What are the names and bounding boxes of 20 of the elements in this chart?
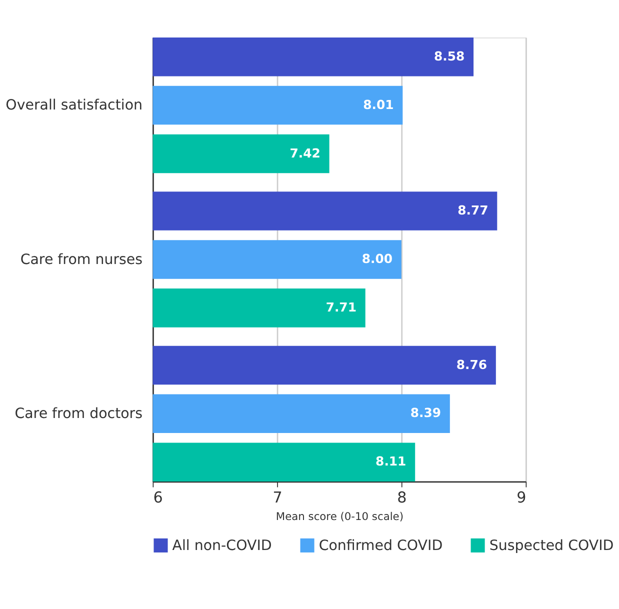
text: 8.76 [456, 356, 488, 372]
legend-label: Suspected COVID [489, 538, 614, 554]
y-tick-label: Overall satisfaction [6, 98, 143, 114]
text: 7.71 [326, 299, 356, 314]
legend-label: All non-COVID [172, 538, 272, 554]
text: 8.39 [410, 405, 442, 420]
text: 8.11 [376, 454, 406, 469]
text: 8.00 [362, 251, 393, 266]
text: 8.77 [458, 202, 488, 218]
text: 8.01 [363, 96, 394, 112]
y-tick-label: Care from doctors [14, 406, 143, 422]
x-tick-label: 9 [516, 488, 526, 506]
x-tick-label: 6 [153, 488, 163, 506]
text: 7.42 [290, 145, 320, 160]
x-tick-label: 7 [272, 488, 282, 506]
legend-label: Confirmed COVID [318, 538, 443, 554]
y-tick-label: Care from nurses [20, 252, 143, 268]
x-axis-title: Mean score (0-10 scale) [276, 510, 404, 524]
text: 8.58 [434, 48, 465, 64]
x-tick-label: 8 [397, 488, 407, 506]
